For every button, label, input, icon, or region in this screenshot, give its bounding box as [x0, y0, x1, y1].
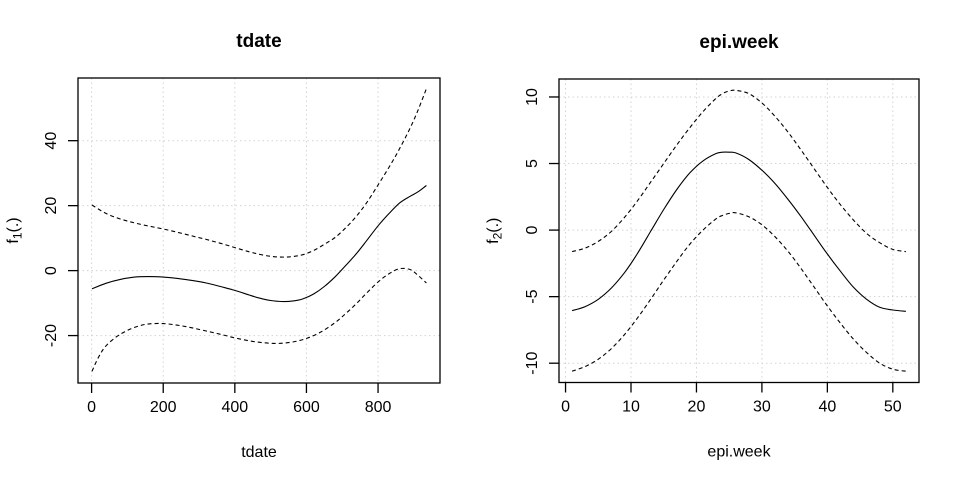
x-tick-label: 50 [884, 399, 902, 416]
x-tick-label: 30 [753, 399, 771, 416]
y-tick-label: 0 [524, 226, 541, 235]
x-axis-label: epi.week [707, 444, 771, 461]
fit-curve [571, 151, 906, 312]
panel-tdate: 0 200 400 600 800 -20 0 20 40 tdate tdate f1(.) [5, 31, 441, 461]
lower-ci-curve [91, 267, 427, 372]
y-tick-label: -20 [43, 324, 60, 347]
plot-box [77, 77, 441, 384]
x-tick-label: 10 [622, 399, 640, 416]
upper-ci-curve [571, 89, 906, 253]
y-tick-label: -10 [524, 352, 541, 375]
x-tick-label: 40 [818, 399, 836, 416]
x-tick-label: 20 [688, 399, 706, 416]
x-tick-label: 600 [293, 399, 320, 416]
chart-title: epi.week [699, 32, 779, 53]
lower-ci-curve [571, 212, 906, 372]
x-tick-label: 800 [365, 399, 392, 416]
y-tick-label: 5 [524, 159, 541, 168]
chart-title: tdate [236, 31, 281, 52]
y-axis-label: f1(.) [5, 217, 25, 243]
y-tick-label: 40 [43, 132, 60, 150]
x-tick-label: 0 [561, 399, 570, 416]
y-tick-label: 0 [43, 266, 60, 275]
y-tick-label: -5 [524, 289, 541, 303]
fit-curve [91, 185, 427, 303]
x-tick-label: 0 [87, 399, 96, 416]
x-axis-label: tdate [241, 444, 277, 461]
x-tick-label: 200 [150, 399, 177, 416]
y-tick-label: 10 [524, 88, 541, 106]
y-axis-label: f2(.) [485, 218, 505, 244]
epi-week-chart: 0 10 20 30 40 50 -10 -5 0 5 10 epi.week epi.week f2(.… [485, 32, 920, 461]
x-tick-label: 400 [221, 399, 248, 416]
y-tick-label: 20 [43, 197, 60, 215]
tdate-chart: 0 200 400 600 800 -20 0 20 40 tdate tdate f1(.) [5, 31, 441, 461]
plot-box [558, 78, 920, 384]
panel-epi-week: 0 10 20 30 40 50 -10 -5 0 5 10 epi.week epi.week f2(.… [480, 0, 960, 480]
upper-ci-curve [91, 88, 427, 258]
